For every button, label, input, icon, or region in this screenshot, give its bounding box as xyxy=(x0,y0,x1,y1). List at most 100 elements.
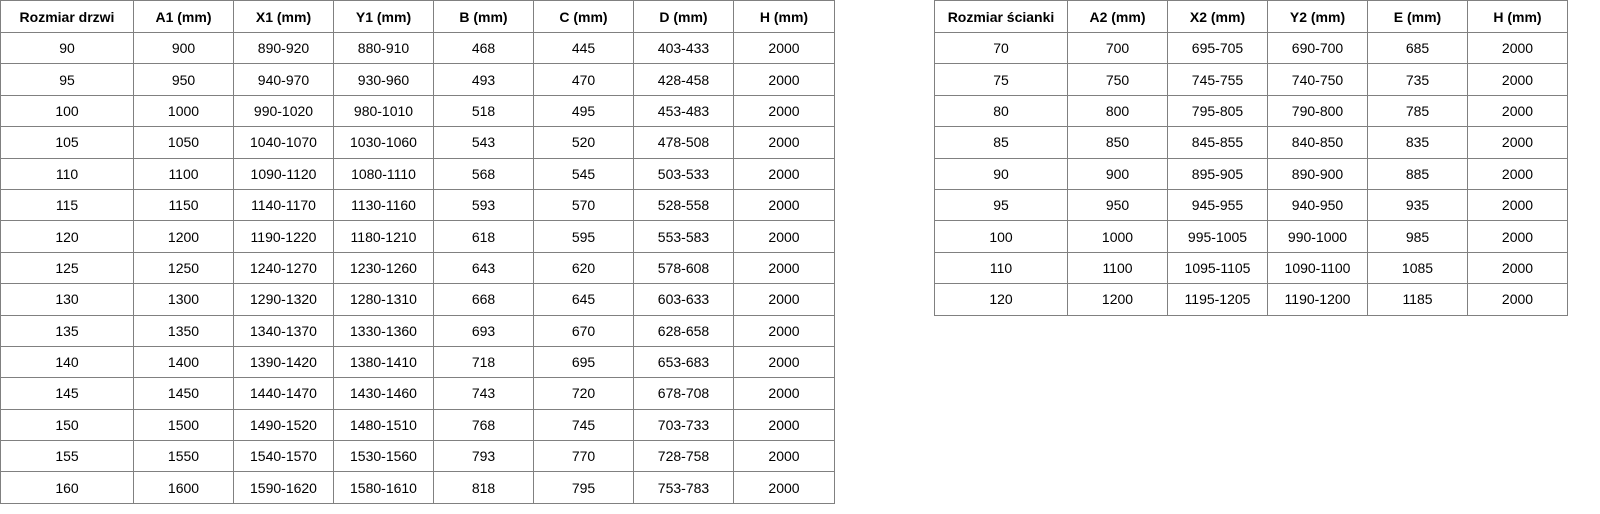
table-cell: 880-910 xyxy=(333,31,434,65)
table-row: 115 1150 1140-1170 1130-1160 593 570 528-558 20… xyxy=(0,188,835,222)
table-row: 110 1100 1095-1105 1090-1100 1085 2000 xyxy=(934,251,1568,285)
table-cell: 593 xyxy=(433,188,534,222)
table-cell: 1530-1560 xyxy=(333,440,434,473)
table-cell: 75 xyxy=(934,63,1068,96)
table-cell: 1190-1220 xyxy=(233,220,334,253)
table-cell: 100 xyxy=(934,220,1068,253)
table-cell: 1380-1410 xyxy=(333,345,434,379)
table-cell: 520 xyxy=(533,126,634,159)
column-header: X2 (mm) xyxy=(1167,0,1268,33)
table-cell: 2000 xyxy=(733,345,835,379)
column-header: H (mm) xyxy=(733,0,835,33)
table-cell: 1440-1470 xyxy=(233,377,334,410)
table-cell: 795-805 xyxy=(1167,94,1268,128)
table-cell: 1350 xyxy=(133,314,234,347)
table-cell: 985 xyxy=(1367,220,1468,253)
table-cell: 145 xyxy=(0,377,134,410)
table-cell: 543 xyxy=(433,126,534,159)
table-cell: 703-733 xyxy=(633,408,734,442)
table-cell: 503-533 xyxy=(633,157,734,190)
table-cell: 2000 xyxy=(733,471,835,504)
table-cell: 940-950 xyxy=(1267,188,1368,222)
table-cell: 950 xyxy=(1067,188,1168,222)
table-cell: 135 xyxy=(0,314,134,347)
table-cell: 743 xyxy=(433,377,534,410)
table-cell: 2000 xyxy=(1467,157,1568,190)
table-cell: 693 xyxy=(433,314,534,347)
table-cell: 735 xyxy=(1367,63,1468,96)
column-header: H (mm) xyxy=(1467,0,1568,33)
table-cell: 1185 xyxy=(1367,283,1468,316)
column-header: Rozmiar ścianki xyxy=(934,0,1068,33)
table-cell: 493 xyxy=(433,63,534,96)
table-cell: 1095-1105 xyxy=(1167,251,1268,285)
column-header: D (mm) xyxy=(633,0,734,33)
table-cell: 1090-1100 xyxy=(1267,251,1368,285)
table-cell: 2000 xyxy=(733,94,835,128)
table-cell: 890-900 xyxy=(1267,157,1368,190)
table-cell: 2000 xyxy=(733,126,835,159)
table-cell: 628-658 xyxy=(633,314,734,347)
table-cell: 85 xyxy=(934,126,1068,159)
table-row: 85 850 845-855 840-850 835 2000 xyxy=(934,126,1568,159)
table-cell: 835 xyxy=(1367,126,1468,159)
table-cell: 1230-1260 xyxy=(333,251,434,285)
table-cell: 2000 xyxy=(733,408,835,442)
table-cell: 653-683 xyxy=(633,345,734,379)
table-cell: 895-905 xyxy=(1167,157,1268,190)
table-row: 95 950 945-955 940-950 935 2000 xyxy=(934,188,1568,222)
table-cell: 1590-1620 xyxy=(233,471,334,504)
table-row: 100 1000 995-1005 990-1000 985 2000 xyxy=(934,220,1568,253)
table-cell: 690-700 xyxy=(1267,31,1368,65)
table-cell: 95 xyxy=(934,188,1068,222)
table-cell: 668 xyxy=(433,283,534,316)
table-cell: 990-1000 xyxy=(1267,220,1368,253)
table-cell: 618 xyxy=(433,220,534,253)
table-cell: 1000 xyxy=(1067,220,1168,253)
table-cell: 495 xyxy=(533,94,634,128)
table-cell: 125 xyxy=(0,251,134,285)
table-cell: 1200 xyxy=(133,220,234,253)
table-cell: 2000 xyxy=(733,63,835,96)
table-cell: 818 xyxy=(433,471,534,504)
table-cell: 1100 xyxy=(1067,251,1168,285)
table-cell: 793 xyxy=(433,440,534,473)
table-row: 70 700 695-705 690-700 685 2000 xyxy=(934,31,1568,65)
table-cell: 935 xyxy=(1367,188,1468,222)
table-cell: 1500 xyxy=(133,408,234,442)
table-cell: 2000 xyxy=(733,31,835,65)
table-cell: 800 xyxy=(1067,94,1168,128)
table-cell: 728-758 xyxy=(633,440,734,473)
table-cell: 2000 xyxy=(733,440,835,473)
table-cell: 785 xyxy=(1367,94,1468,128)
table-cell: 2000 xyxy=(1467,188,1568,222)
table-cell: 745 xyxy=(533,408,634,442)
table-cell: 150 xyxy=(0,408,134,442)
table-cell: 2000 xyxy=(1467,126,1568,159)
table-cell: 100 xyxy=(0,94,134,128)
column-header: Rozmiar drzwi xyxy=(0,0,134,33)
table-cell: 1290-1320 xyxy=(233,283,334,316)
table-cell: 1340-1370 xyxy=(233,314,334,347)
table-cell: 678-708 xyxy=(633,377,734,410)
table-cell: 770 xyxy=(533,440,634,473)
table-row: 80 800 795-805 790-800 785 2000 xyxy=(934,94,1568,128)
table-row: 140 1400 1390-1420 1380-1410 718 695 653-683 20… xyxy=(0,345,835,379)
table-row: 110 1100 1090-1120 1080-1110 568 545 503-533 20… xyxy=(0,157,835,190)
table-cell: 160 xyxy=(0,471,134,504)
table-cell: 120 xyxy=(934,283,1068,316)
header-row: Rozmiar drzwi A1 (mm) X1 (mm) Y1 (mm) B (mm)… xyxy=(0,0,835,33)
table-cell: 70 xyxy=(934,31,1068,65)
table-cell: 670 xyxy=(533,314,634,347)
table-cell: 2000 xyxy=(733,314,835,347)
table-cell: 140 xyxy=(0,345,134,379)
table-cell: 2000 xyxy=(1467,220,1568,253)
table-cell: 990-1020 xyxy=(233,94,334,128)
table-cell: 595 xyxy=(533,220,634,253)
column-header: A1 (mm) xyxy=(133,0,234,33)
table-cell: 980-1010 xyxy=(333,94,434,128)
table-cell: 1040-1070 xyxy=(233,126,334,159)
table-cell: 1180-1210 xyxy=(333,220,434,253)
table-cell: 80 xyxy=(934,94,1068,128)
table-cell: 1550 xyxy=(133,440,234,473)
